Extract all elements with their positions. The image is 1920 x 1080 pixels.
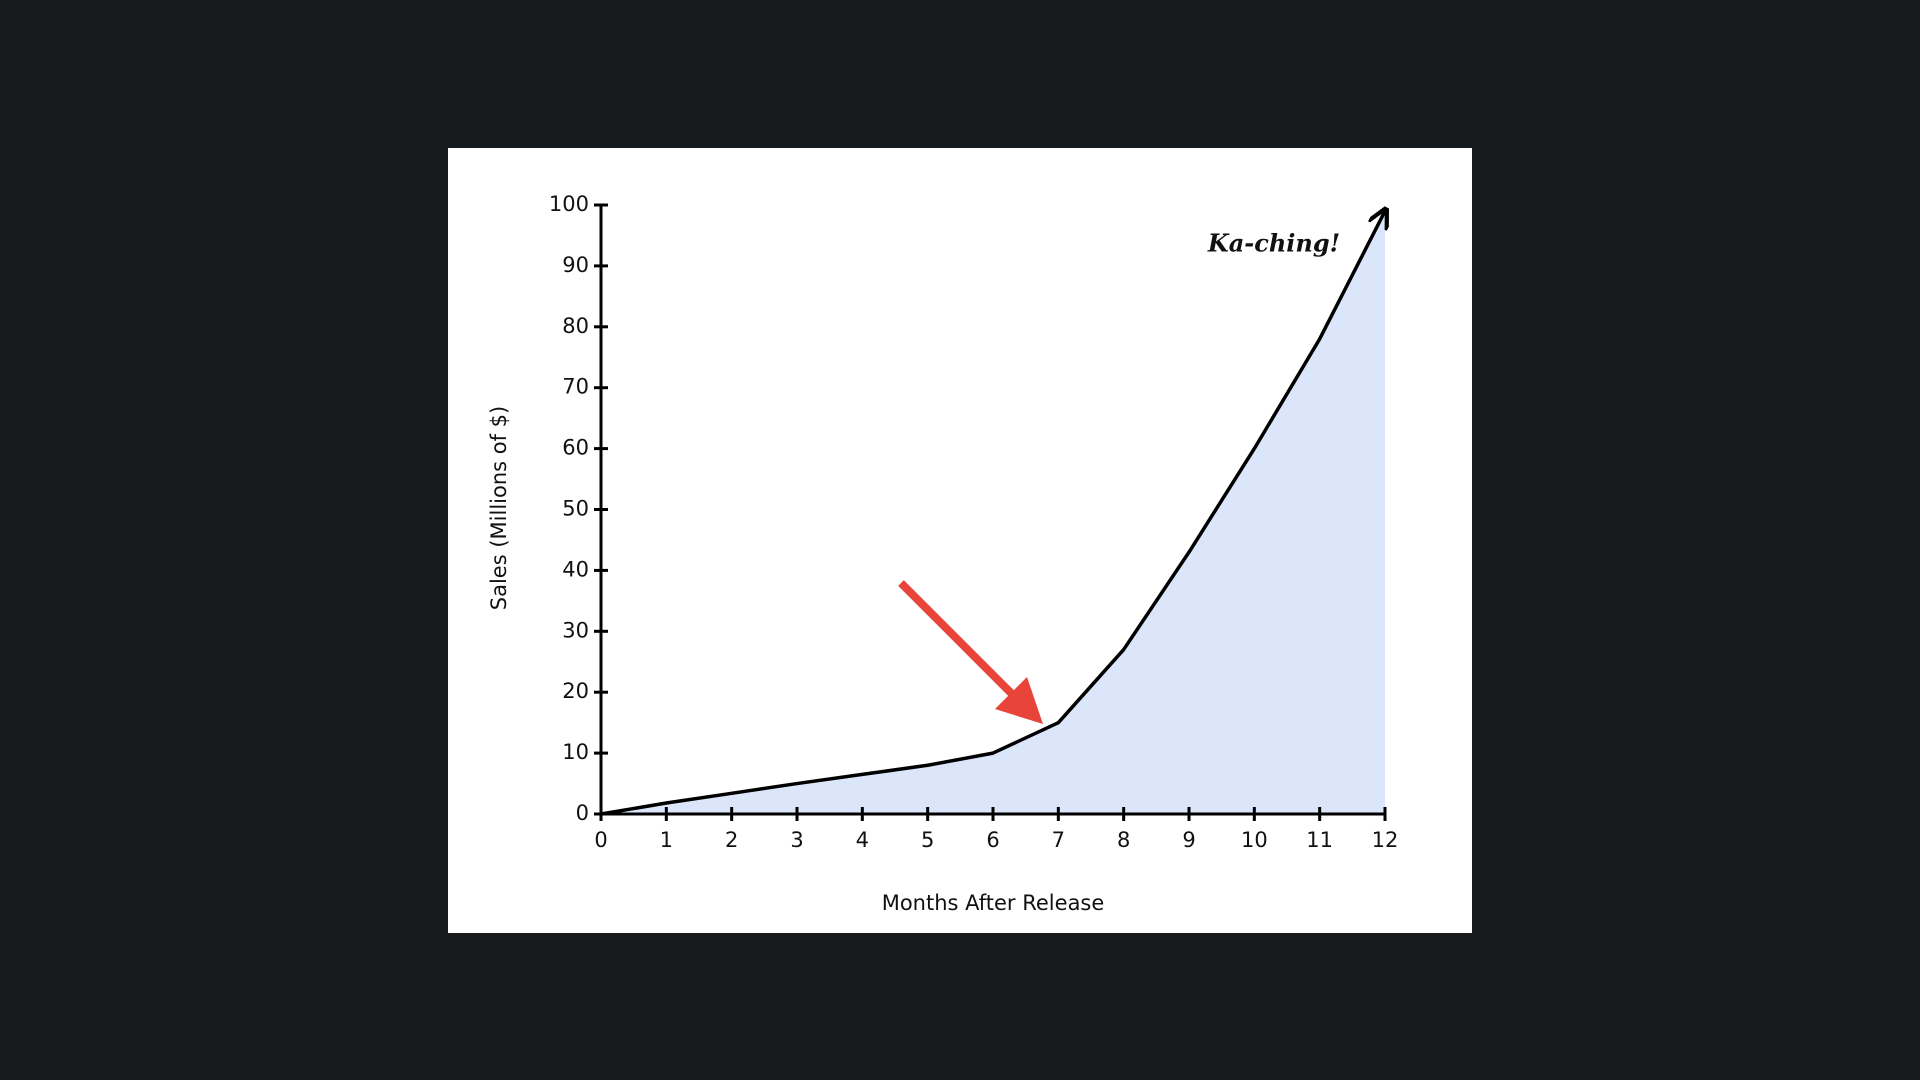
y-tick-label: 50 (562, 497, 589, 521)
y-tick-label: 100 (549, 192, 589, 216)
y-tick-label: 80 (562, 314, 589, 338)
y-tick-label: 10 (562, 740, 589, 764)
x-tick-label: 8 (1117, 828, 1130, 852)
x-tick-label: 11 (1306, 828, 1333, 852)
y-tick-label: 20 (562, 679, 589, 703)
x-axis-label: Months After Release (882, 891, 1105, 915)
y-tick-label: 40 (562, 557, 589, 581)
y-tick-label: 0 (576, 801, 589, 825)
x-tick-label: 9 (1182, 828, 1195, 852)
x-tick-label: 5 (921, 828, 934, 852)
x-tick-label: 10 (1241, 828, 1268, 852)
x-tick-label: 0 (594, 828, 607, 852)
x-tick-label: 6 (986, 828, 999, 852)
x-tick-label: 12 (1372, 828, 1399, 852)
x-tick-label: 1 (660, 828, 673, 852)
y-tick-label: 90 (562, 253, 589, 277)
x-tick-label: 7 (1052, 828, 1065, 852)
y-tick-label: 30 (562, 618, 589, 642)
pointer-arrow (898, 580, 1043, 724)
y-tick-label: 60 (562, 436, 589, 460)
y-tick-label: 70 (562, 375, 589, 399)
x-tick-label: 3 (790, 828, 803, 852)
annotation: Ka-ching! (1207, 229, 1340, 258)
y-axis-label: Sales (Millions of $) (487, 406, 511, 610)
line (600, 211, 1385, 816)
area-fill (601, 211, 1385, 815)
x-tick-label: 2 (725, 828, 738, 852)
x-tick-label: 4 (856, 828, 869, 852)
